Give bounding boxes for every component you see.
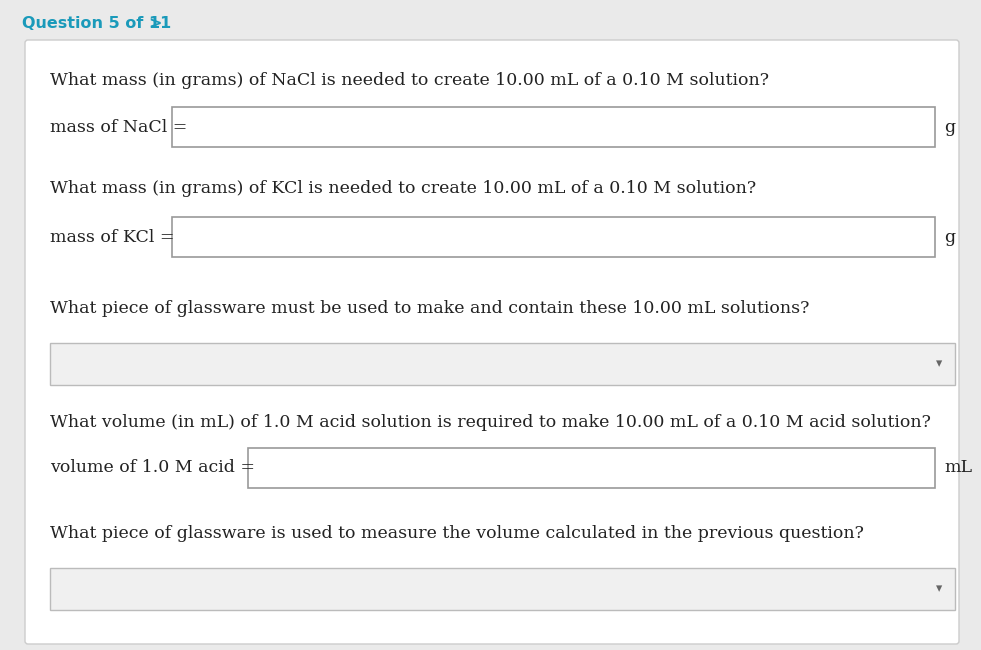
Text: What mass (in grams) of KCl is needed to create 10.00 mL of a 0.10 M solution?: What mass (in grams) of KCl is needed to… — [50, 180, 756, 197]
Text: Question 5 of 11: Question 5 of 11 — [22, 16, 172, 31]
Text: What volume (in mL) of 1.0 M acid solution is required to make 10.00 mL of a 0.1: What volume (in mL) of 1.0 M acid soluti… — [50, 414, 931, 431]
Text: ▾: ▾ — [936, 582, 942, 595]
Text: g: g — [944, 229, 955, 246]
FancyBboxPatch shape — [172, 107, 935, 147]
Text: What piece of glassware must be used to make and contain these 10.00 mL solution: What piece of glassware must be used to … — [50, 300, 809, 317]
Text: volume of 1.0 M acid =: volume of 1.0 M acid = — [50, 460, 255, 476]
FancyBboxPatch shape — [172, 217, 935, 257]
Text: What mass (in grams) of NaCl is needed to create 10.00 mL of a 0.10 M solution?: What mass (in grams) of NaCl is needed t… — [50, 72, 769, 89]
FancyBboxPatch shape — [50, 568, 955, 610]
Text: mL: mL — [944, 460, 972, 476]
FancyBboxPatch shape — [50, 343, 955, 385]
FancyBboxPatch shape — [25, 40, 959, 644]
FancyBboxPatch shape — [248, 448, 935, 488]
Text: >: > — [148, 16, 162, 31]
Text: mass of KCl =: mass of KCl = — [50, 229, 175, 246]
Text: g: g — [944, 118, 955, 135]
Text: mass of NaCl =: mass of NaCl = — [50, 118, 187, 135]
Text: ▾: ▾ — [936, 358, 942, 370]
Text: What piece of glassware is used to measure the volume calculated in the previous: What piece of glassware is used to measu… — [50, 525, 864, 542]
